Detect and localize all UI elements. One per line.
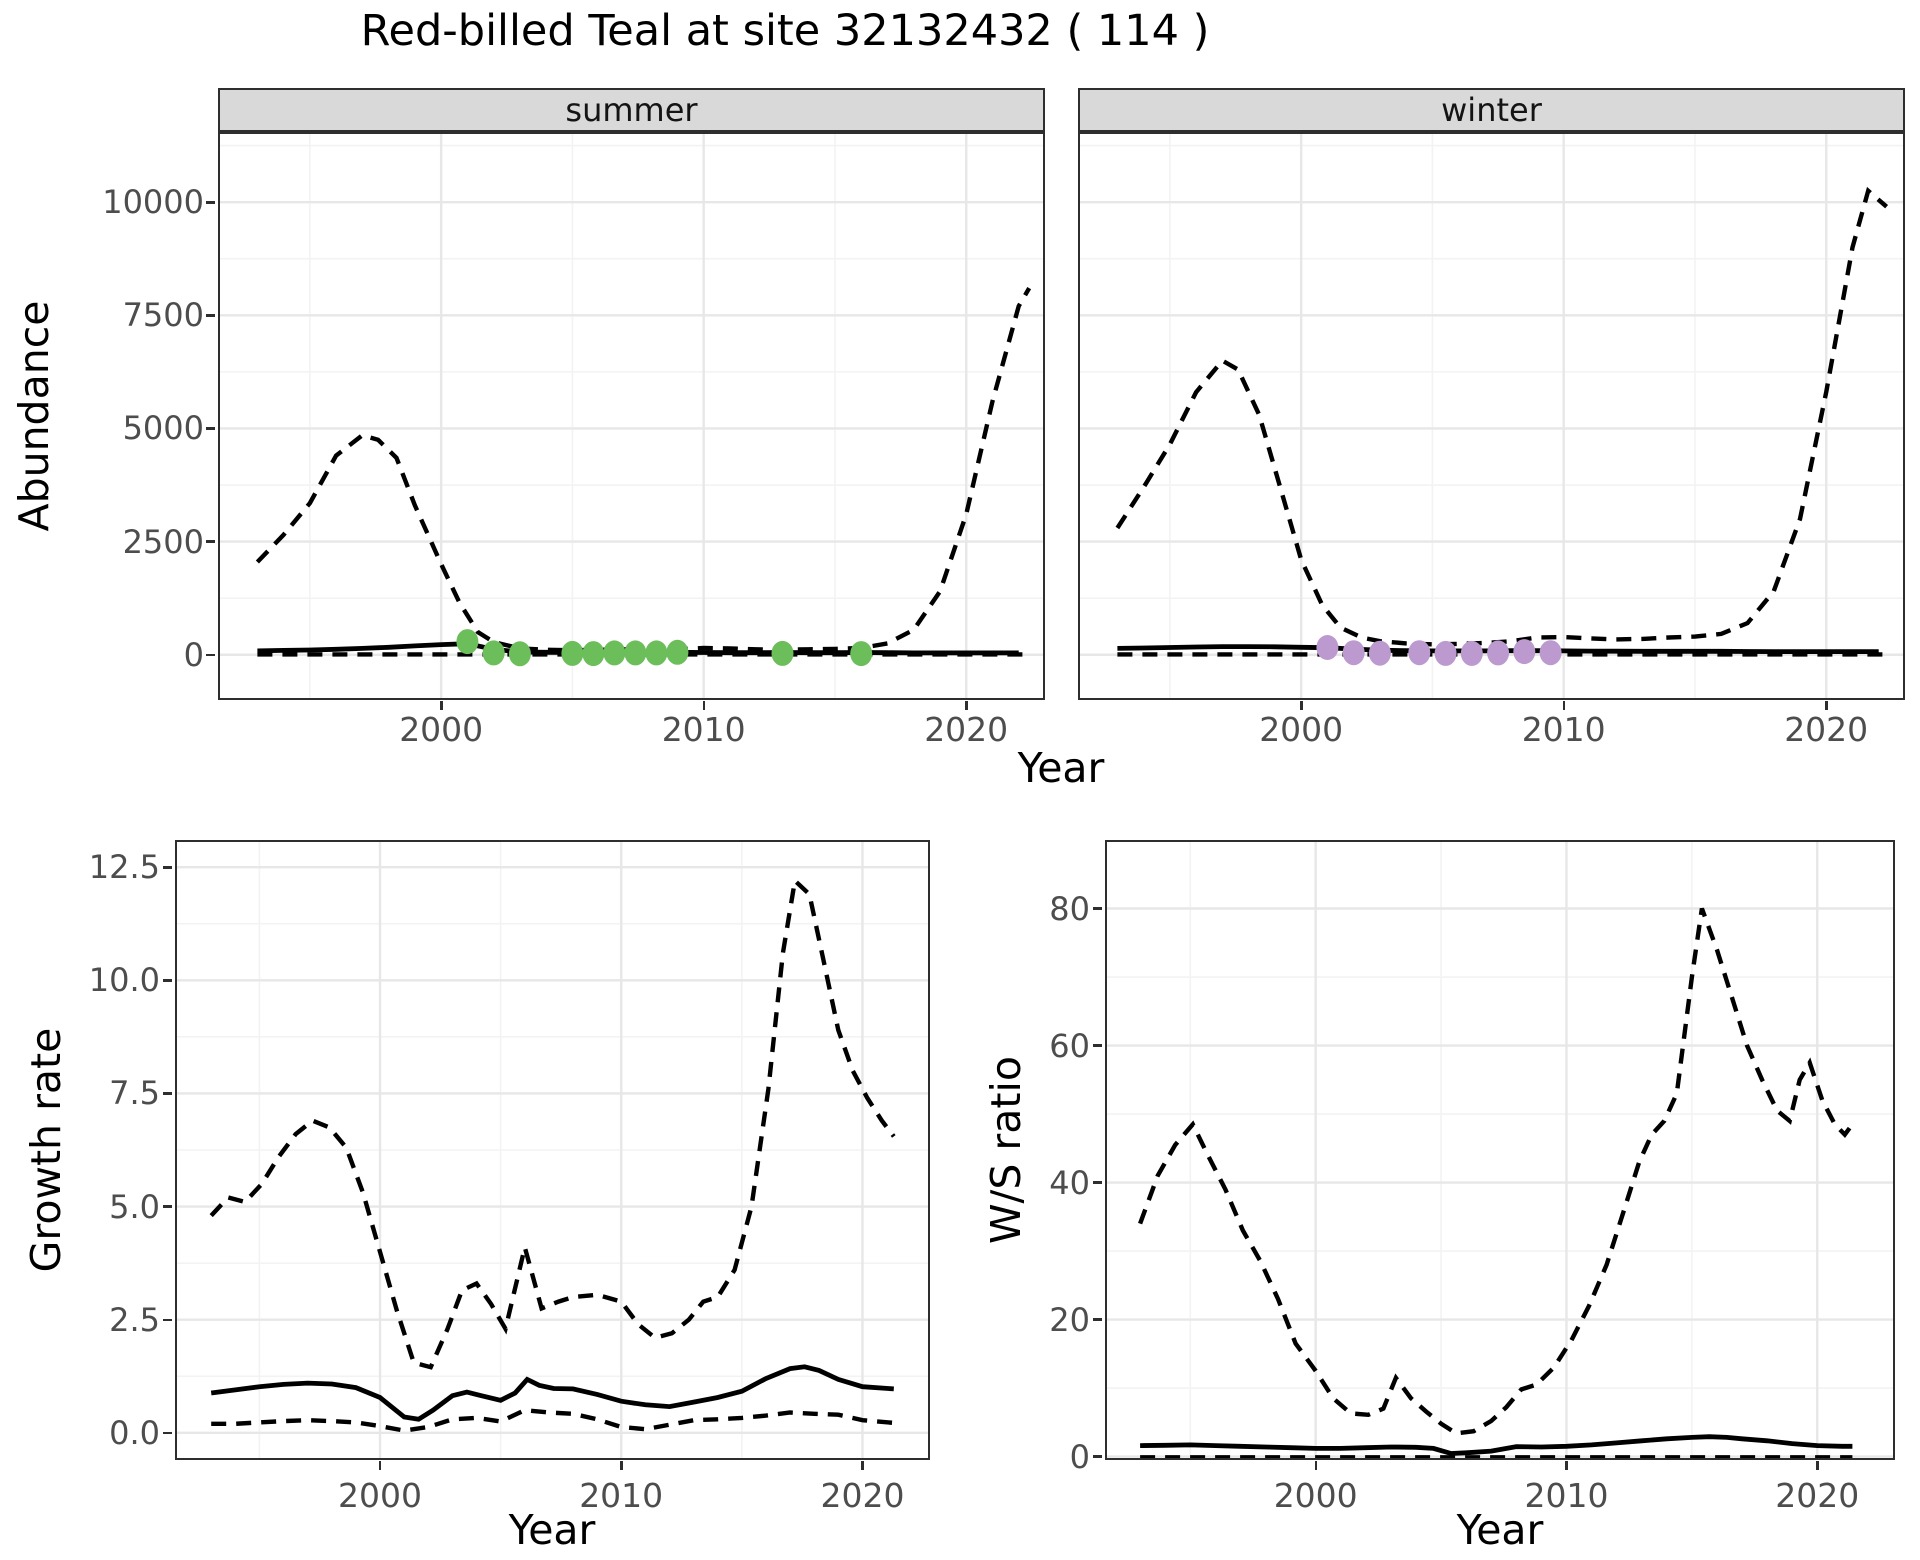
winter-upper-ci-line: [1115, 186, 1889, 647]
x-tick-mark: [965, 701, 968, 710]
y-tick-mark: [206, 653, 215, 656]
growth-estimate-line: [210, 1364, 894, 1422]
x-tick-label: 2000: [338, 1476, 422, 1515]
summer-observed-count-point: [850, 641, 873, 667]
x-tick-label: 2020: [1775, 1476, 1860, 1515]
winter-observed-count-point: [1316, 635, 1339, 660]
x-tick-label: 2000: [1259, 710, 1344, 749]
summer-observed-count-point: [456, 629, 479, 655]
plot-title: Red-billed Teal at site 32132432 ( 114 ): [360, 6, 1210, 56]
growth-rate-axis-title: Growth rate: [22, 1027, 70, 1273]
summer-observed-count-point: [582, 641, 605, 667]
summer-observed-count-point: [645, 640, 668, 666]
x-tick-label: 2020: [1784, 710, 1869, 749]
x-tick-mark: [861, 1461, 864, 1470]
y-tick-label: 0: [183, 635, 204, 674]
winter-observed-count-point: [1434, 640, 1457, 666]
y-tick-mark: [1093, 907, 1102, 910]
top-year-axis-title: Year: [1017, 744, 1105, 792]
y-tick-mark: [163, 1205, 172, 1208]
x-tick-label: 2010: [579, 1476, 664, 1515]
summer-observed-count-point: [482, 640, 505, 666]
y-tick-mark: [163, 1092, 172, 1095]
y-tick-mark: [163, 1431, 172, 1435]
winter-observed-count-point: [1342, 640, 1365, 666]
y-tick-label: 7500: [122, 296, 204, 335]
x-tick-mark: [1314, 1461, 1317, 1470]
summer-observed-count-point: [603, 640, 626, 666]
facet-strip-winter: winter: [1078, 88, 1905, 132]
x-tick-label: 2020: [820, 1476, 905, 1515]
growth-upper-ci-line: [209, 876, 896, 1370]
y-tick-mark: [206, 540, 215, 543]
y-tick-label: 0: [1069, 1437, 1090, 1476]
x-tick-mark: [1300, 701, 1303, 710]
x-tick-label: 2010: [661, 710, 746, 749]
winter-observed-count-point: [1539, 640, 1562, 666]
summer-plot: [218, 132, 1045, 700]
x-tick-mark: [620, 1461, 623, 1470]
y-tick-mark: [206, 314, 215, 317]
winter-plot: [1078, 132, 1905, 700]
y-tick-mark: [1093, 1181, 1102, 1184]
y-tick-mark: [163, 1318, 172, 1321]
winter-observed-count-point: [1487, 640, 1510, 666]
y-tick-label: 20: [1049, 1300, 1090, 1339]
x-tick-label: 2020: [924, 710, 1009, 749]
winter-observed-count-point: [1368, 640, 1391, 666]
winter-observed-count-point: [1513, 639, 1536, 665]
y-tick-mark: [1093, 1455, 1102, 1458]
summer-observed-count-point: [561, 640, 584, 666]
ws-plot: [1105, 840, 1895, 1460]
summer-observed-count-point: [666, 639, 689, 665]
x-tick-label: 2010: [1521, 710, 1606, 749]
y-tick-label: 10000: [102, 183, 204, 222]
x-tick-label: 2010: [1524, 1476, 1609, 1515]
ws-ratio-axis-title: W/S ratio: [982, 1056, 1030, 1244]
summer-upper-ci-line: [255, 286, 1032, 653]
y-tick-label: 40: [1049, 1163, 1090, 1202]
growth-lower-ci-line: [211, 1407, 894, 1433]
ws-upper-ci-line: [1138, 907, 1855, 1436]
y-tick-label: 12.5: [88, 848, 160, 887]
y-tick-label: 7.5: [109, 1074, 160, 1113]
y-tick-label: 5000: [122, 409, 204, 448]
x-tick-label: 2000: [399, 710, 484, 749]
x-tick-mark: [378, 1461, 382, 1470]
summer-observed-count-point: [508, 641, 531, 667]
x-tick-mark: [440, 701, 443, 710]
y-tick-mark: [1093, 1318, 1102, 1321]
x-tick-label: 2000: [1273, 1476, 1358, 1515]
facet-label-summer: summer: [565, 91, 698, 129]
facet-label-winter: winter: [1441, 91, 1542, 129]
growth-year-axis-title: Year: [508, 1506, 596, 1554]
y-tick-label: 80: [1049, 889, 1090, 928]
y-tick-label: 60: [1049, 1026, 1090, 1065]
winter-observed-count-point: [1408, 640, 1431, 666]
y-tick-mark: [163, 866, 172, 869]
y-tick-label: 2.5: [109, 1300, 160, 1339]
x-tick-mark: [1562, 701, 1565, 710]
ws-year-axis-title: Year: [1456, 1506, 1544, 1554]
y-tick-label: 2500: [122, 522, 204, 561]
y-tick-mark: [163, 979, 172, 982]
x-tick-mark: [1825, 701, 1828, 710]
facet-strip-summer: summer: [218, 88, 1045, 132]
summer-observed-count-point: [771, 640, 794, 666]
summer-observed-count-point: [624, 640, 647, 666]
x-tick-mark: [1565, 1461, 1568, 1470]
y-tick-mark: [206, 427, 215, 430]
abundance-axis-title: Abundance: [10, 300, 58, 532]
y-tick-mark: [1093, 1044, 1102, 1047]
x-tick-mark: [1816, 1461, 1819, 1470]
winter-observed-count-point: [1460, 640, 1483, 666]
y-tick-label: 10.0: [88, 961, 160, 1000]
ws-estimate-line: [1140, 1434, 1853, 1456]
x-tick-mark: [702, 701, 705, 710]
y-tick-label: 0.0: [109, 1413, 160, 1452]
y-tick-label: 5.0: [109, 1187, 160, 1226]
growth-plot: [175, 840, 930, 1460]
y-tick-mark: [206, 201, 215, 204]
